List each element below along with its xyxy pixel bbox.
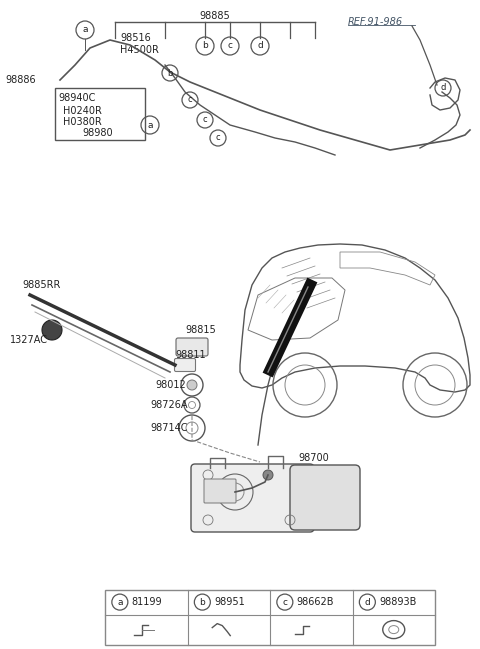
Text: c: c [216,134,220,143]
Text: 98811: 98811 [175,350,205,360]
Text: d: d [364,598,370,607]
Text: 98980: 98980 [82,128,113,138]
Text: 98951: 98951 [215,597,245,607]
Text: c: c [282,598,288,607]
Text: 98012: 98012 [155,380,186,390]
Text: 1327AC: 1327AC [10,335,48,345]
Text: 98940C: 98940C [58,93,96,103]
Text: 98885: 98885 [200,11,230,21]
FancyBboxPatch shape [191,464,314,532]
Text: a: a [117,598,122,607]
Text: 98516: 98516 [120,33,151,43]
FancyBboxPatch shape [204,479,236,503]
Text: 98815: 98815 [185,325,216,335]
Bar [105,590,435,645]
Circle shape [263,470,273,480]
Text: b: b [200,598,205,607]
FancyBboxPatch shape [176,338,208,356]
Text: d: d [440,84,446,93]
Text: 9885RR: 9885RR [22,280,60,290]
Text: 98662B: 98662B [297,597,335,607]
Text: c: c [203,116,207,125]
Bar [55,88,145,140]
Text: H0380R: H0380R [63,117,102,127]
Text: 98700: 98700 [298,453,329,463]
Text: 98893B: 98893B [379,597,417,607]
Text: H0240R: H0240R [63,106,102,116]
Text: 98726A: 98726A [150,400,188,410]
FancyBboxPatch shape [175,358,195,371]
Circle shape [187,380,197,390]
Text: b: b [168,69,173,77]
Text: 98886: 98886 [5,75,36,85]
Text: b: b [202,42,208,51]
Text: a: a [147,121,153,130]
Text: 81199: 81199 [132,597,162,607]
FancyBboxPatch shape [290,465,360,530]
Text: c: c [228,42,232,51]
Text: a: a [82,25,88,34]
Text: 98714C: 98714C [150,423,188,433]
Text: d: d [257,42,263,51]
Circle shape [42,320,62,340]
Text: REF.91-986: REF.91-986 [348,17,403,27]
Text: c: c [188,95,192,104]
Text: H4500R: H4500R [120,45,159,55]
